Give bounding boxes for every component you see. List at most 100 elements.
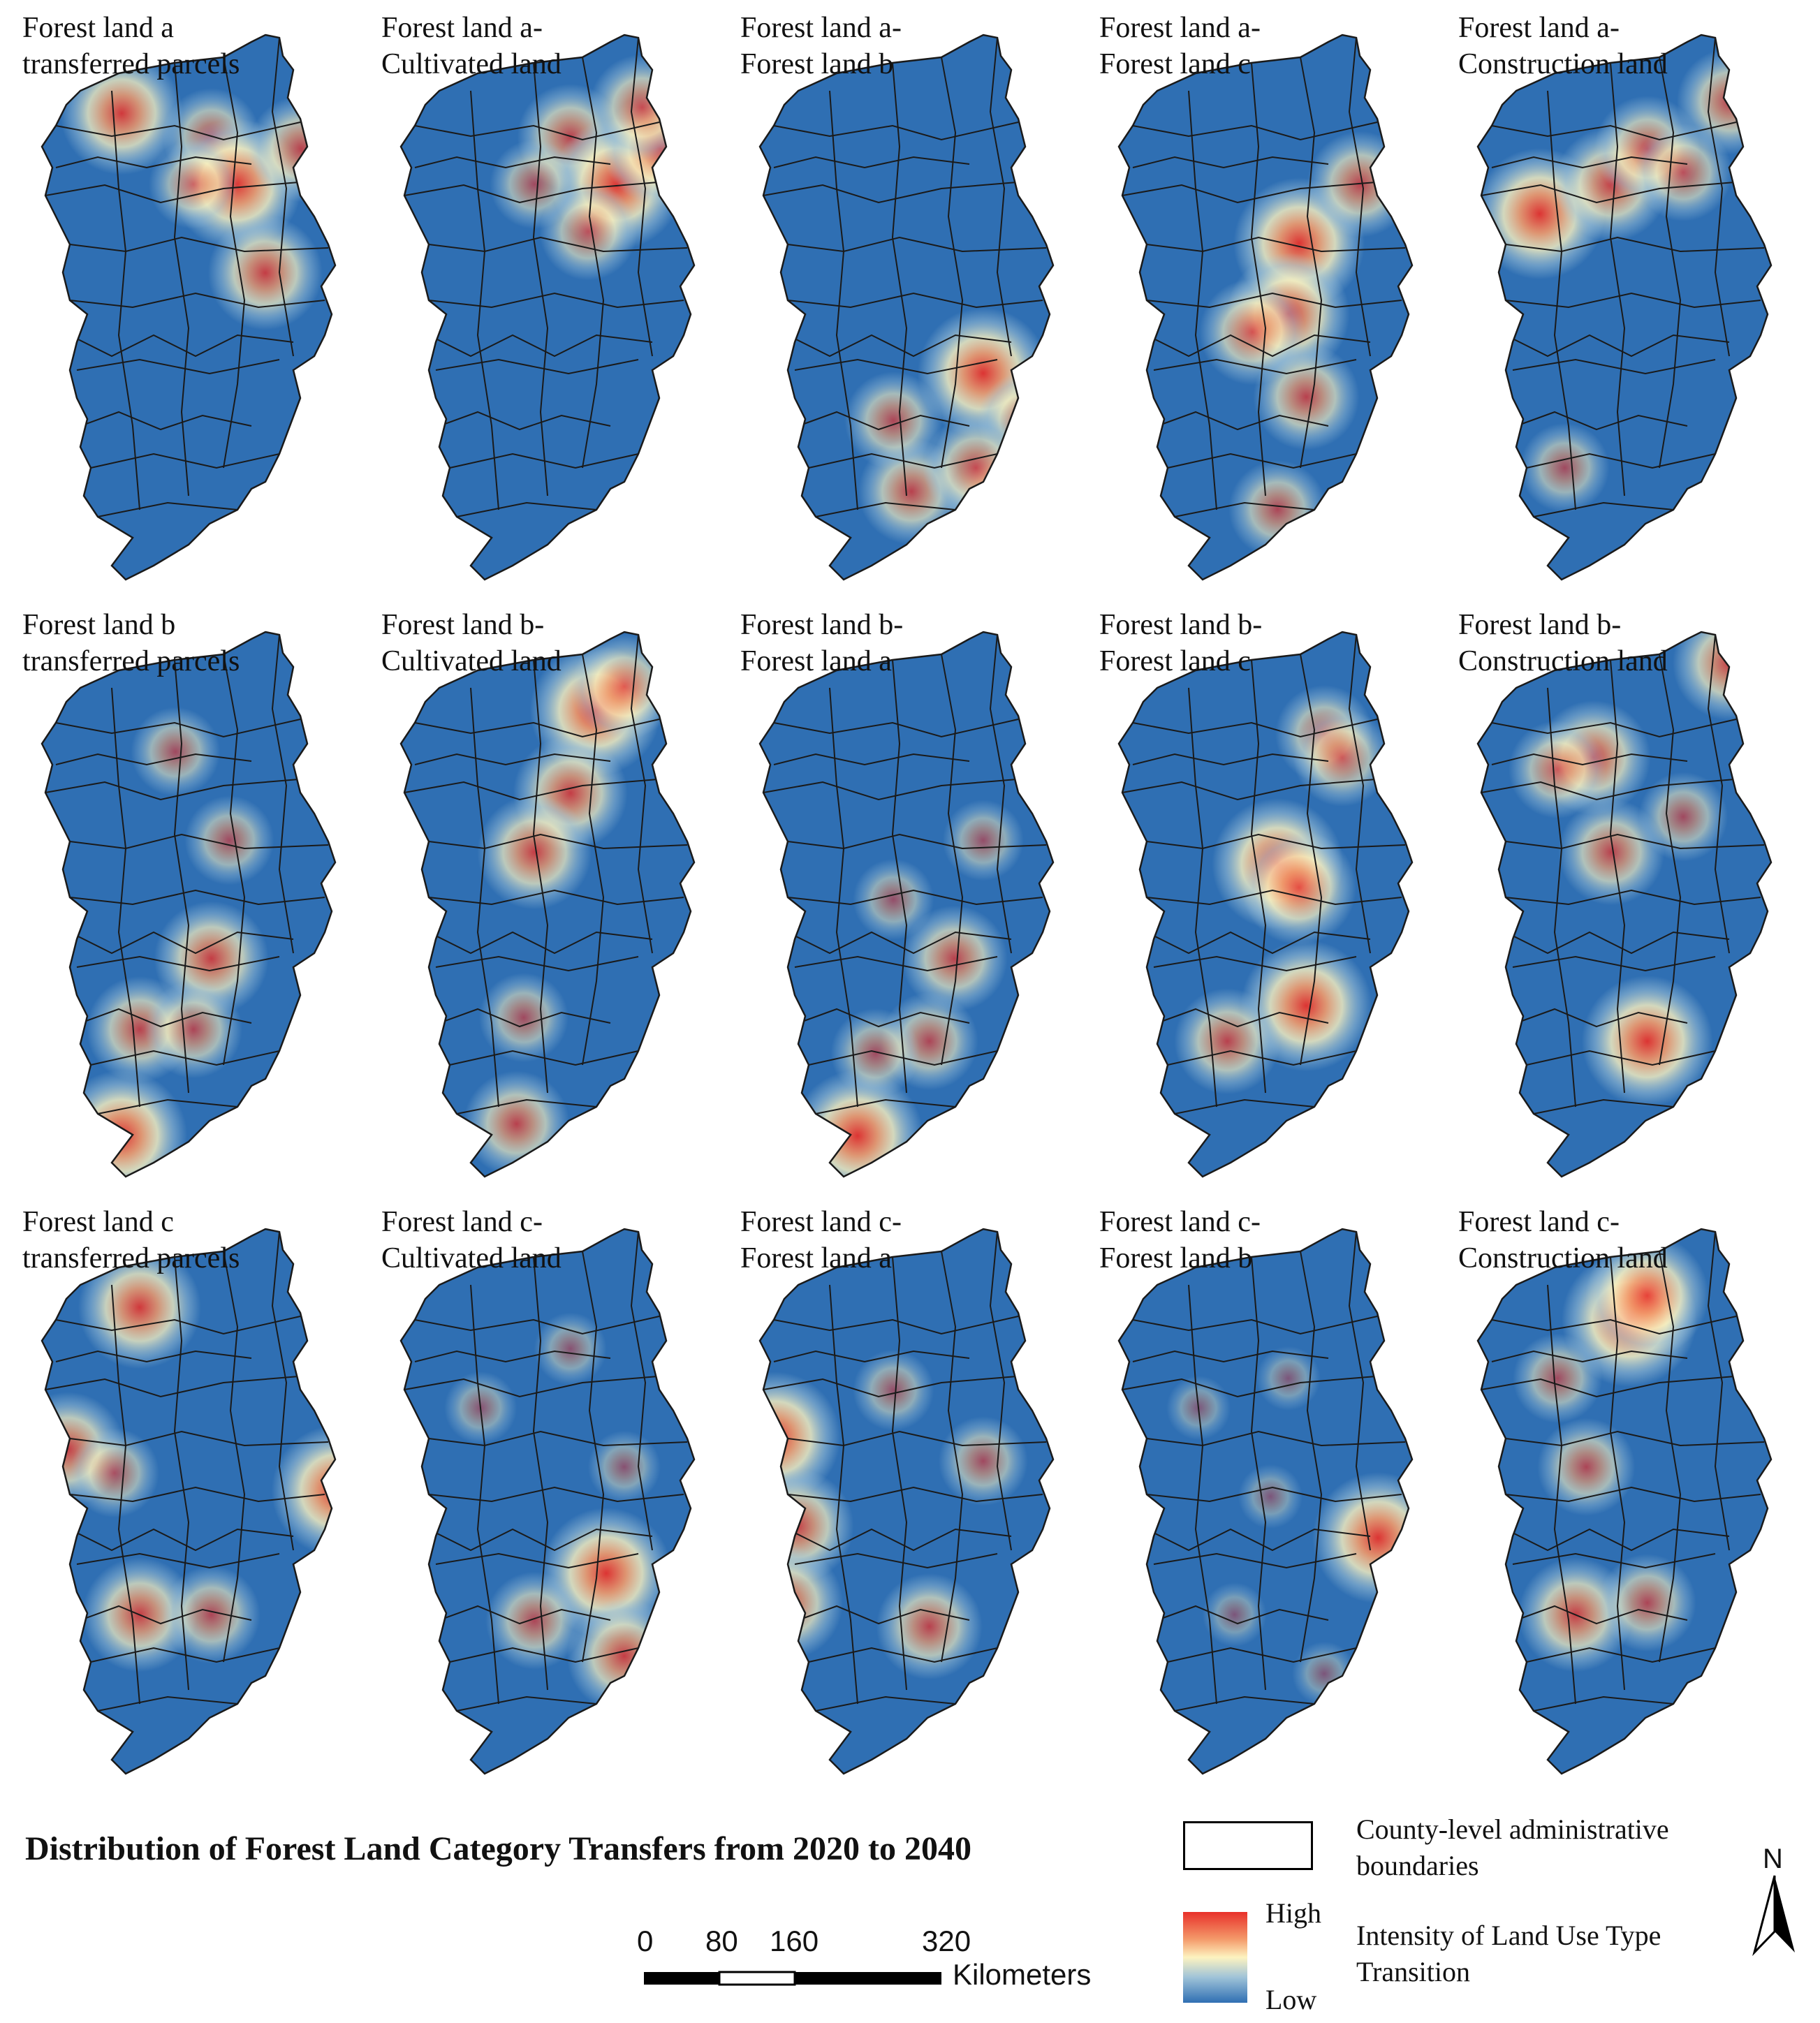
county-boundary [773,156,970,169]
county-boundary [76,955,280,972]
hotspot [942,800,1024,881]
county-boundary [1547,1284,1576,1705]
heat-map [41,631,337,1178]
county-boundary [1122,778,1385,801]
hotspot-layer [45,634,329,1177]
county-boundary [794,358,998,375]
county-boundary [223,57,246,469]
county-boundary [582,1251,605,1663]
county-boundary [1153,358,1357,375]
panel-label: Forest land c- Forest land b [1099,1206,1261,1274]
county-boundary [815,1098,956,1115]
county-boundary [1481,778,1744,801]
county-boundary [1146,236,1406,253]
map-grid: Forest land a transferred parcels Forest … [14,7,1809,1781]
county-boundary [1547,687,1576,1108]
county-boundary [989,37,1012,357]
county-boundary [1505,236,1765,253]
heat-map [399,34,696,581]
panel-label: Forest land a- Forest land b [740,12,902,80]
county-boundary [1132,156,1329,169]
county-boundary [815,501,956,517]
province-outline [399,631,696,1178]
county-boundary [1609,659,1626,1094]
county-boundary [456,1098,597,1115]
hotspot-layer [1122,634,1406,1115]
heat-map [41,34,337,581]
map-panel: Forest land c transferred parcels [14,1201,373,1792]
county-boundary [439,1605,611,1625]
county-boundary [773,753,970,766]
county-boundary [773,1316,1019,1335]
hotspot [271,1425,335,1557]
north-letter: N [1763,1844,1783,1874]
county-boundary [45,181,308,204]
hotspot [248,96,335,203]
legend-intensity-label: Intensity of Land Use Type Transition [1356,1920,1661,1987]
county-boundary [1153,1552,1357,1569]
county-boundary [1533,501,1674,517]
county-boundary [173,1256,190,1691]
county-boundary [80,1008,252,1028]
county-boundary [97,1695,238,1712]
county-boundary [829,90,858,510]
county-boundary [787,292,1043,309]
hotspot [184,795,274,885]
county-boundary [45,778,308,801]
county-boundary [941,1251,964,1663]
county-boundary [1533,1695,1674,1712]
panel-label: Forest land c- Cultivated land [381,1206,562,1274]
heat-map [758,34,1055,581]
county-boundary [55,122,301,141]
county-boundary [891,1256,908,1691]
county-boundary [1157,1008,1329,1028]
heat-map [1117,631,1414,1178]
county-boundary [1132,1350,1329,1363]
county-boundary [630,37,653,357]
hotspot [1509,720,1607,818]
county-boundary [794,1552,998,1569]
county-boundary [1481,181,1744,204]
county-boundary [111,687,140,1108]
panel-label: Forest land a- Forest land c [1099,12,1261,80]
map-panel: Forest land a- Forest land b [732,7,1091,598]
county-boundary [271,1231,294,1551]
legend-high-label: High [1265,1897,1321,1929]
county-boundary [414,1350,611,1363]
county-boundary [1174,501,1315,517]
heat-map [1476,1228,1773,1775]
hotspot [485,1571,584,1670]
panel-label: Forest land a transferred parcels [22,12,240,80]
county-boundary [456,501,597,517]
county-boundary [69,889,325,906]
county-boundary [428,292,684,309]
county-boundary [989,634,1012,954]
county-boundary [1146,833,1406,850]
panel-label: Forest land c transferred parcels [22,1206,240,1274]
county-boundary [1609,62,1626,496]
county-boundary [1146,1430,1406,1447]
county-boundary [1491,753,1688,766]
heat-map [399,631,696,1178]
county-boundary [69,931,294,955]
county-boundary [787,236,1047,253]
county-boundary [989,1231,1012,1551]
county-boundary [763,181,1026,204]
county-boundary [97,501,238,517]
county-boundary [1512,358,1716,375]
map-panel: Forest land b- Forest land c [1091,604,1450,1195]
hotspot [844,372,943,470]
county-boundary [787,889,1043,906]
county-boundary [1547,90,1576,510]
county-boundary [111,1284,140,1705]
county-boundary [532,1256,549,1691]
province-outline [1117,1228,1414,1775]
county-boundary [1146,889,1402,906]
county-boundary [173,62,190,496]
county-boundary [1132,1316,1378,1335]
county-boundary [891,659,908,1094]
scale-tick-160: 160 [770,1925,819,1957]
figure-title: Distribution of Forest Land Category Tra… [25,1830,972,1867]
hotspot [1672,632,1771,721]
panel-label: Forest land b- Forest land c [1099,609,1263,677]
